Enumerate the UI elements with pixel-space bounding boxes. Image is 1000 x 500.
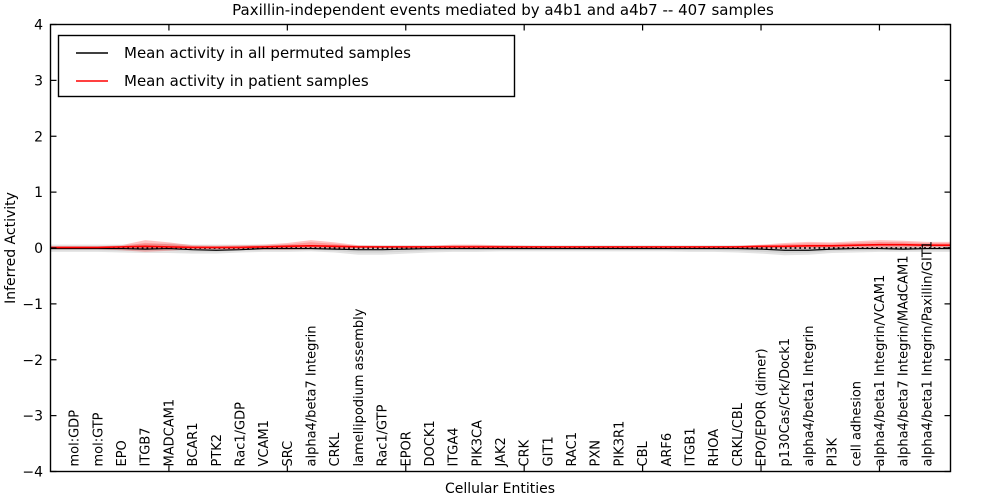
x-tick-label: CRKL/CBL (731, 402, 746, 466)
x-tick-label: alpha4/beta1 Integrin/VCAM1 (873, 275, 888, 467)
x-tick-label: PTK2 (210, 434, 225, 467)
y-tick-label: 0 (34, 241, 43, 257)
x-tick-label: CRKL (328, 432, 343, 467)
x-tick-label: ARF6 (660, 433, 675, 467)
x-tick-label: RHOA (707, 429, 722, 467)
patient-mean-line (50, 243, 951, 249)
y-tick-label: 1 (34, 185, 43, 201)
x-tick-label: PIK3CA (470, 420, 485, 467)
x-tick-label: SRC (281, 441, 296, 467)
x-axis-label: Cellular Entities (445, 481, 555, 497)
x-tick-label: p130Cas/Crk/Dock1 (778, 338, 793, 467)
chart-title: Paxillin-independent events mediated by … (232, 1, 774, 19)
x-tick-label: VCAM1 (257, 420, 272, 466)
permuted-mean-line (50, 247, 951, 251)
x-tick-label: lamellipodium assembly (352, 308, 367, 466)
x-tick-label: MADCAM1 (162, 399, 177, 467)
x-tick-label: CRK (518, 439, 533, 466)
x-category-labels: mol:GDP mol:GTP EPO ITGB7 MADCAM1 BCAR1 PTK2 Ra… (68, 241, 936, 468)
x-tick-label: BCAR1 (186, 423, 201, 467)
x-tick-label: alpha4/beta1 Integrin (802, 325, 817, 466)
legend-label-permuted: Mean activity in all permuted samples (124, 44, 411, 62)
x-tick-label: alpha4/beta1 Integrin/Paxillin/GIT1 (920, 241, 935, 467)
x-tick-label: PXN (589, 440, 604, 466)
x-tick-label: Rac1/GTP (376, 404, 391, 466)
x-tick-label: mol:GTP (91, 412, 106, 466)
x-tick-label: mol:GDP (68, 410, 83, 467)
x-tick-label: ITGA4 (447, 427, 462, 466)
x-tick-label: alpha4/beta7 Integrin (305, 325, 320, 466)
y-axis-label: Inferred Activity (3, 192, 19, 304)
y-tick-label: −2 (22, 353, 43, 369)
x-tick-label: GIT1 (541, 436, 556, 466)
x-tick-label: DOCK1 (423, 420, 438, 466)
x-tick-label: ITGB7 (139, 427, 154, 466)
y-tick-label: −1 (22, 297, 43, 313)
x-tick-label: PI3K (826, 438, 841, 467)
legend-label-patient: Mean activity in patient samples (124, 72, 369, 90)
mean-activity-lines (50, 243, 951, 251)
x-tick-label: JAK2 (494, 437, 509, 467)
x-tick-label: EPO (115, 440, 130, 466)
x-tick-label: EPO/EPOR (dimer) (755, 348, 770, 466)
y-tick-label: −3 (22, 409, 43, 425)
x-tick-label: PIK3R1 (612, 421, 627, 467)
y-tick-labels: −4 −3 −2 −1 0 1 2 3 4 (22, 18, 43, 481)
y-tick-label: 2 (34, 129, 43, 145)
x-tick-label: EPOR (399, 431, 414, 466)
y-tick-label: 3 (34, 73, 43, 89)
x-tick-label: cell adhesion (849, 381, 864, 467)
x-tick-label: ITGB1 (683, 427, 698, 466)
x-tick-label: CBL (636, 441, 651, 467)
y-tick-label: −4 (22, 465, 43, 481)
y-tick-label: 4 (34, 18, 43, 34)
axis-ticks (50, 23, 951, 473)
x-tick-label: alpha4/beta7 Integrin/MAdCAM1 (897, 256, 912, 467)
x-tick-label: Rac1/GDP (233, 402, 248, 467)
legend: Mean activity in all permuted samples Me… (57, 34, 516, 98)
x-tick-label: RAC1 (565, 432, 580, 467)
legend-box (57, 34, 516, 98)
